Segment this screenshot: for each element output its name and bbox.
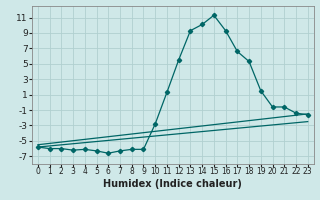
X-axis label: Humidex (Indice chaleur): Humidex (Indice chaleur) xyxy=(103,179,242,189)
